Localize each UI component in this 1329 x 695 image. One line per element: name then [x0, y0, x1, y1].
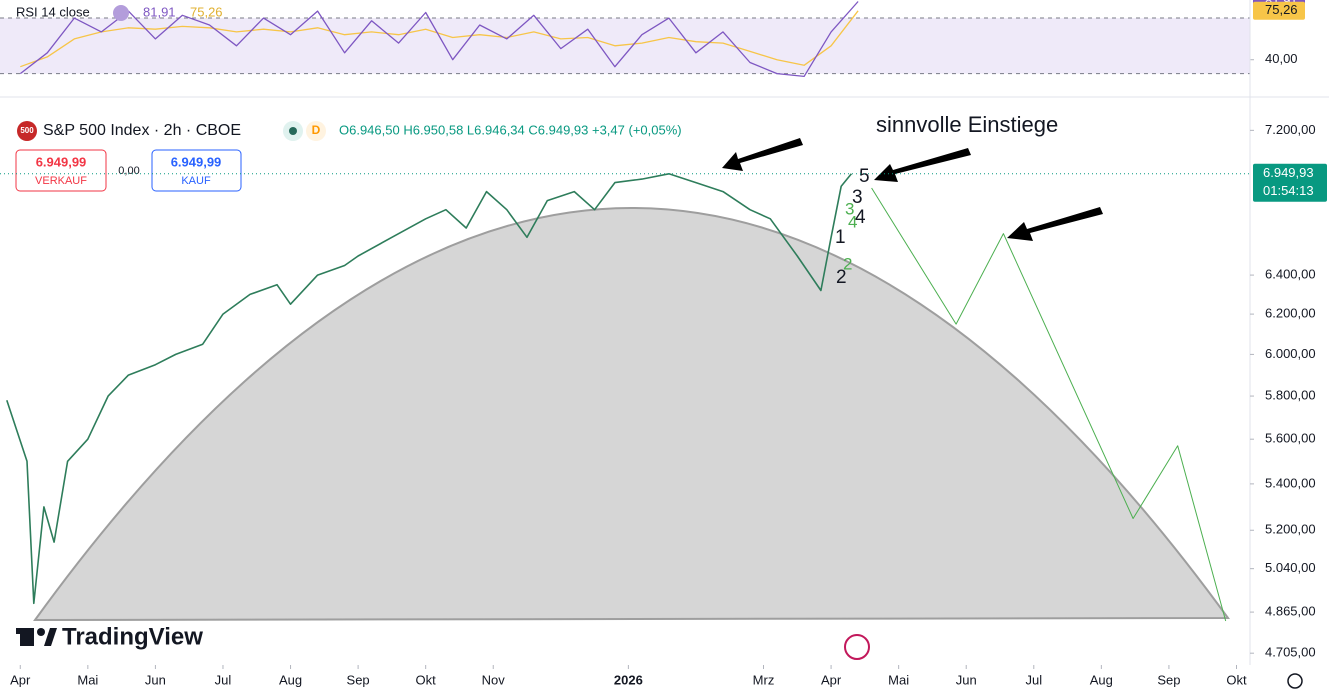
app-icon[interactable]: [844, 634, 870, 660]
price-panel: [6, 173, 1230, 622]
wave-label: 2: [836, 267, 847, 288]
wave-label: 3: [852, 187, 863, 208]
buy-label: KAUF: [181, 175, 211, 187]
y-tick-label: 5.800,00: [1265, 388, 1316, 403]
wave-label-green: 2: [843, 254, 852, 273]
rsi-panel: 40,00 81,91 75,26: [0, 0, 1305, 78]
x-tick-label: Jun: [956, 672, 977, 687]
rsi-y-tick-label: 40,00: [1265, 51, 1298, 66]
buy-price: 6.949,99: [171, 154, 222, 169]
indicator-icon: [113, 5, 129, 21]
ohlc: O6.946,50 H6.950,58 L6.946,34 C6.949,93 …: [339, 122, 682, 137]
x-tick-label: Nov: [482, 672, 506, 687]
y-tick-label: 4.865,00: [1265, 604, 1316, 619]
wave-label-green: 4: [848, 212, 857, 231]
y-tick-label: 5.040,00: [1265, 560, 1316, 575]
arc-shape: [33, 207, 1230, 622]
wave-labels: 5 3 4 1 2 3 4 2: [835, 166, 870, 288]
x-tick-label: Mrz: [753, 672, 775, 687]
current-price-badge: [1253, 163, 1327, 202]
rsi-value-badge: [1253, 1, 1305, 20]
wave-label: 4: [855, 207, 866, 228]
brand: TradingView: [62, 623, 203, 650]
logo-part: [16, 628, 30, 634]
x-tick-label: Jun: [145, 672, 166, 687]
settings-icon[interactable]: [1287, 673, 1303, 689]
arrow: [874, 148, 971, 182]
sell-button[interactable]: [15, 149, 107, 192]
y-tick-label: 5.600,00: [1265, 431, 1316, 446]
y-tick-label: 6.400,00: [1265, 267, 1316, 282]
series-line: [871, 187, 1227, 622]
symbol-icon: [17, 121, 37, 141]
x-tick-label: Mai: [77, 672, 98, 687]
x-tick-label: Jul: [215, 672, 232, 687]
status-dot: [289, 127, 297, 135]
y-tick-label: 4.705,00: [1265, 645, 1316, 660]
symbol-title[interactable]: S&P 500 Index · 2h · CBOE: [43, 122, 241, 139]
rsi-ma-header-value: 75,26: [190, 4, 223, 19]
x-tick-label: Jul: [1025, 672, 1042, 687]
wave-label: 1: [835, 227, 846, 248]
countdown: 01:54:13: [1263, 183, 1314, 198]
delay-letter: D: [312, 123, 321, 137]
wave-label: 5: [859, 166, 870, 187]
annotation: sinnvolle Einstiege: [876, 112, 1058, 137]
current-price-label: 6.949,93: [1263, 165, 1314, 180]
x-tick-label: Sep: [347, 672, 370, 687]
delay-icon: [306, 121, 326, 141]
x-tick-label: Okt: [416, 672, 437, 687]
y-tick-label: 5.400,00: [1265, 475, 1316, 490]
spread: 0,00: [118, 165, 139, 177]
series-line: [20, 10, 859, 68]
y-tick-label: 5.200,00: [1265, 522, 1316, 537]
x-tick-label: Sep: [1157, 672, 1180, 687]
symbol-badge: 500: [20, 126, 34, 135]
wave-label-green: 3: [845, 199, 854, 218]
rsi-value-label: 75,26: [1265, 2, 1298, 17]
x-tick-label: Aug: [279, 672, 302, 687]
buy-button[interactable]: [151, 149, 242, 192]
indicator-title: RSI 14 close: [16, 4, 90, 19]
arrow: [722, 138, 803, 171]
x-tick-label: Aug: [1090, 672, 1113, 687]
sell-label: VERKAUF: [35, 175, 87, 187]
rsi-header-value: 81,91: [143, 4, 176, 19]
arrow: [1007, 207, 1103, 241]
x-tick-label: Mai: [888, 672, 909, 687]
logo-part: [44, 628, 57, 646]
x-tick-label: Apr: [821, 672, 842, 687]
x-tick-label: Apr: [10, 672, 31, 687]
series-line: [6, 173, 853, 605]
y-tick-label: 6.000,00: [1265, 346, 1316, 361]
y-tick-label: 7.200,00: [1265, 122, 1316, 137]
x-tick-label: 2026: [614, 672, 643, 687]
sell-price: 6.949,99: [36, 154, 87, 169]
brand-logo: TradingView: [16, 623, 203, 650]
series-line: [19, 1, 859, 78]
logo-part: [37, 628, 45, 636]
y-tick-label: 6.200,00: [1265, 306, 1316, 321]
x-tick-label: Okt: [1226, 672, 1247, 687]
